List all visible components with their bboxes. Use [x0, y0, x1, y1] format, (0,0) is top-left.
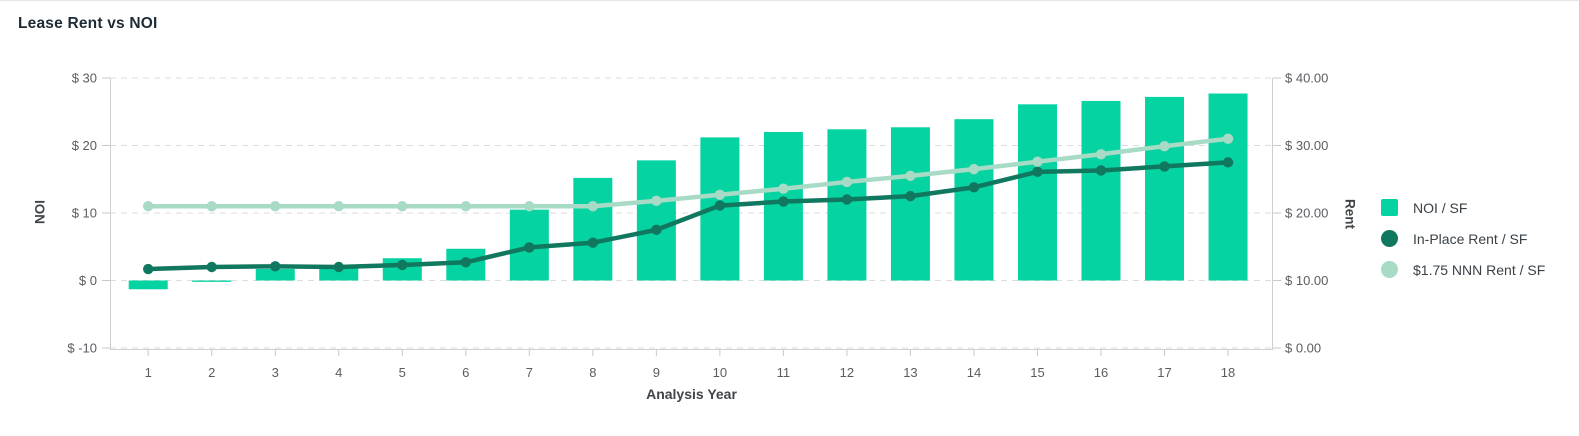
y-right-tick-label: $ 20.00 [1285, 206, 1328, 221]
legend-label: In-Place Rent / SF [1413, 230, 1528, 247]
legend-item-in-place-rent-sf[interactable]: In-Place Rent / SF [1381, 230, 1545, 247]
x-tick-label: 15 [1030, 365, 1044, 380]
bar-noi-sf-year-1[interactable] [128, 280, 168, 290]
legend-label: NOI / SF [1413, 199, 1468, 216]
legend-item--1-75-nnn-rent-sf[interactable]: $1.75 NNN Rent / SF [1381, 261, 1545, 278]
point-year-6[interactable] [460, 257, 471, 268]
bar-noi-sf-year-15[interactable] [1017, 104, 1057, 281]
point-year-3[interactable] [270, 201, 281, 212]
chart-title: Lease Rent vs NOI [18, 15, 158, 32]
y-left-axis-title: NOI [32, 199, 48, 225]
point-year-4[interactable] [333, 261, 344, 273]
legend-item-noi-sf[interactable]: NOI / SF [1381, 199, 1545, 216]
x-tick-label: 18 [1221, 365, 1235, 380]
point-year-15[interactable] [1032, 166, 1043, 178]
line-in-place-rent-sf [145, 160, 1231, 272]
point-year-17[interactable] [1159, 140, 1170, 152]
y-right-tick-label: $ 30.00 [1285, 138, 1328, 153]
y-right-tick-label: $ 0.00 [1285, 341, 1321, 356]
x-tick-label: 11 [777, 365, 791, 380]
legend-circle-swatch-icon [1381, 261, 1398, 278]
legend-label: $1.75 NNN Rent / SF [1413, 261, 1546, 278]
point-year-8[interactable] [587, 237, 599, 248]
point-year-5[interactable] [397, 259, 408, 271]
x-tick-label: 1 [145, 365, 152, 380]
point-year-10[interactable] [714, 200, 726, 211]
chart-legend: NOI / SF In-Place Rent / SF $1.75 NNN Rent… [1381, 199, 1545, 292]
x-tick-label: 6 [462, 365, 469, 380]
x-tick-label: 12 [840, 365, 854, 380]
bar-noi-sf-year-8[interactable] [573, 177, 613, 281]
bar-noi-sf-year-4[interactable] [319, 268, 359, 281]
point-year-7[interactable] [524, 201, 535, 212]
point-year-5[interactable] [397, 201, 408, 212]
point-year-1[interactable] [143, 201, 154, 212]
point-year-13[interactable] [905, 170, 916, 182]
point-year-18[interactable] [1222, 157, 1234, 168]
x-tick-label: 8 [589, 365, 596, 380]
bar-noi-sf-year-13[interactable] [890, 127, 930, 281]
x-tick-label: 9 [653, 365, 660, 380]
bar-noi-sf-year-16[interactable] [1081, 100, 1121, 281]
x-axis-title: Analysis Year [646, 386, 737, 402]
y-right-tick-label: $ 40.00 [1285, 71, 1328, 86]
x-tick-label: 14 [967, 365, 981, 380]
y-left-tick-label: $ -10 [67, 341, 97, 356]
point-year-1[interactable] [143, 263, 154, 275]
x-tick-label: 2 [208, 365, 215, 380]
point-year-7[interactable] [524, 242, 535, 253]
x-tick-label: 16 [1094, 365, 1108, 380]
point-year-9[interactable] [651, 195, 662, 207]
bar-noi-sf-year-14[interactable] [954, 119, 994, 281]
point-year-14[interactable] [968, 163, 980, 175]
y-right-axis-title: Rent [1342, 199, 1358, 229]
point-year-13[interactable] [905, 190, 916, 202]
point-year-2[interactable] [206, 201, 217, 212]
line--1-75-nnn-rent-sf [145, 136, 1231, 209]
x-tick-label: 10 [713, 365, 727, 380]
point-year-14[interactable] [968, 182, 980, 193]
bar-noi-sf-year-2[interactable] [192, 280, 232, 282]
x-tick-label: 17 [1157, 365, 1171, 380]
point-year-18[interactable] [1222, 133, 1234, 144]
bar-noi-sf-year-3[interactable] [255, 269, 295, 281]
point-year-2[interactable] [206, 261, 217, 273]
bar-noi-sf-year-18[interactable] [1208, 93, 1248, 281]
point-year-15[interactable] [1032, 156, 1043, 167]
point-year-16[interactable] [1095, 165, 1107, 176]
legend-square-swatch-icon [1381, 199, 1398, 216]
y-left-tick-label: $ 10 [72, 206, 97, 221]
point-year-10[interactable] [714, 189, 726, 200]
legend-circle-swatch-icon [1381, 230, 1398, 247]
point-year-16[interactable] [1095, 149, 1107, 160]
x-tick-label: 4 [335, 365, 342, 380]
point-year-8[interactable] [587, 201, 599, 212]
x-tick-label: 5 [399, 365, 406, 380]
point-year-11[interactable] [778, 196, 789, 207]
y-left-tick-label: $ 30 [72, 71, 97, 86]
point-year-6[interactable] [460, 201, 471, 212]
x-tick-label: 3 [272, 365, 279, 380]
point-year-11[interactable] [778, 183, 789, 194]
point-year-12[interactable] [841, 176, 853, 188]
bar-noi-sf-year-12[interactable] [827, 129, 867, 281]
bar-noi-sf-year-17[interactable] [1145, 96, 1185, 281]
y-left-tick-label: $ 0 [79, 273, 97, 288]
point-year-17[interactable] [1159, 161, 1170, 172]
y-left-tick-label: $ 20 [72, 138, 97, 153]
y-right-tick-label: $ 10.00 [1285, 273, 1328, 288]
bar-noi-sf-year-9[interactable] [636, 160, 676, 281]
point-year-12[interactable] [841, 194, 853, 205]
x-tick-label: 13 [903, 365, 917, 380]
x-tick-label: 7 [526, 365, 533, 380]
point-year-3[interactable] [270, 261, 281, 272]
point-year-9[interactable] [651, 224, 662, 236]
point-year-4[interactable] [333, 201, 344, 212]
